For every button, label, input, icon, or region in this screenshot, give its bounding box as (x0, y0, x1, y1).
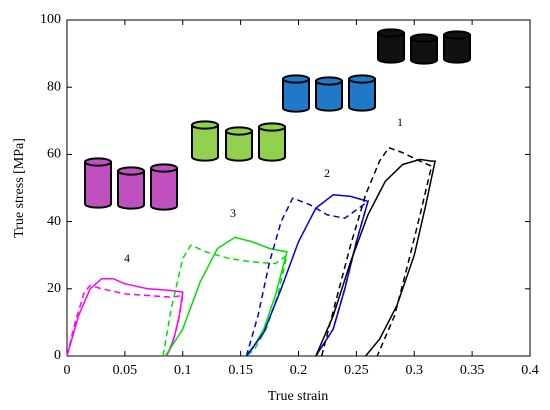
y-tick-label: 100 (40, 12, 61, 27)
cylinder-body (443, 34, 471, 64)
curve (245, 193, 369, 357)
annotation: 4 (124, 251, 130, 265)
cylinder-body (117, 170, 145, 210)
cylinder-body (191, 124, 219, 162)
cylinder-top (315, 76, 343, 86)
cylinder-top (258, 122, 286, 132)
y-tick-label: 80 (47, 79, 61, 94)
x-tick-label: 0 (64, 363, 71, 378)
cylinder-body (84, 161, 112, 209)
y-tick-label: 60 (47, 147, 61, 162)
cylinder-top (117, 166, 145, 176)
cylinder-top (410, 33, 438, 43)
curve (320, 146, 433, 357)
cylinder-top (282, 74, 310, 84)
annotation: 1 (397, 115, 403, 129)
x-tick-label: 0.15 (228, 363, 253, 378)
curve (245, 197, 370, 357)
cylinder-body (258, 126, 286, 162)
x-tick-label: 0.1 (174, 363, 192, 378)
x-tick-label: 0.3 (406, 363, 424, 378)
annotation: 2 (324, 166, 330, 180)
y-tick-label: 20 (47, 281, 61, 296)
curve (164, 236, 288, 357)
cylinder-body (377, 32, 405, 64)
curve (162, 244, 289, 357)
y-axis-label: True stress [MPa] (12, 138, 27, 238)
cylinder-body (225, 130, 253, 162)
cylinder-top (191, 120, 219, 130)
cylinder-body (348, 78, 376, 112)
cylinder-top (225, 126, 253, 136)
cylinder-body (315, 80, 343, 112)
cylinder-body (282, 78, 310, 113)
x-tick-label: 0.2 (290, 363, 308, 378)
cylinder-top (443, 30, 471, 40)
cylinder-body (150, 167, 178, 211)
y-tick-label: 40 (47, 214, 61, 229)
cylinder-top (150, 163, 178, 173)
cylinder-top (377, 28, 405, 38)
x-tick-label: 0.05 (113, 363, 138, 378)
cylinder-body (410, 37, 438, 65)
cylinder-top (348, 74, 376, 84)
cylinder-top (84, 157, 112, 167)
x-tick-label: 0.35 (460, 363, 485, 378)
annotation: 3 (230, 206, 236, 220)
x-tick-label: 0.25 (344, 363, 369, 378)
y-tick-label: 0 (54, 348, 61, 363)
x-tick-label: 0.4 (521, 363, 539, 378)
x-axis-label: True strain (268, 389, 329, 404)
specimen-icons (84, 28, 471, 211)
curve (66, 284, 184, 357)
